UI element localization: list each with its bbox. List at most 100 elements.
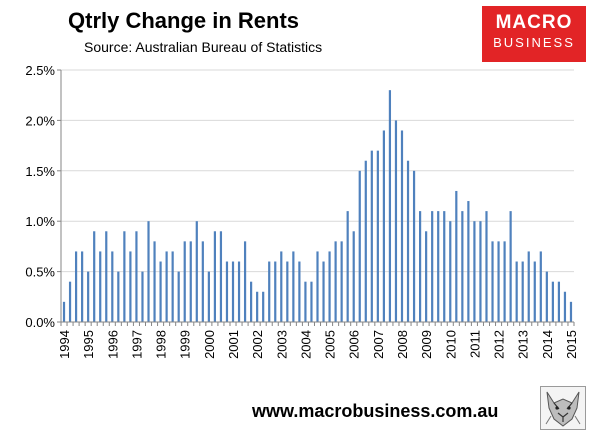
bar (62, 301, 66, 322)
x-tick-label: 2014 (540, 330, 555, 359)
bar (455, 190, 458, 322)
bar (388, 90, 392, 322)
bar (81, 251, 84, 322)
bar (334, 241, 337, 322)
bar (225, 261, 229, 322)
bar (364, 160, 367, 322)
bar (539, 251, 542, 322)
x-tick-label: 2002 (250, 330, 265, 359)
bar (99, 251, 102, 322)
bar (268, 261, 271, 322)
wolf-mascot-icon (540, 386, 586, 430)
bar (322, 261, 325, 322)
y-tick-label: 0.5% (25, 265, 55, 280)
bar (310, 281, 313, 322)
y-tick-label: 2.5% (25, 63, 55, 78)
bar (177, 271, 180, 322)
bar (437, 211, 440, 322)
bar (213, 231, 216, 322)
x-tick-label: 1998 (154, 330, 169, 359)
bar (358, 170, 361, 322)
bar (382, 130, 385, 322)
bar (201, 241, 204, 322)
bar (243, 241, 247, 322)
bar (262, 291, 265, 322)
x-tick-label: 1994 (57, 330, 72, 359)
bar (298, 261, 301, 322)
bar (171, 251, 174, 322)
bar (467, 201, 470, 322)
y-tick-label: 1.0% (25, 214, 55, 229)
x-tick-labels: 1994 1995 1996 1997 1998 1999 2000 2001 2002 2003… (57, 330, 579, 359)
bar (68, 281, 72, 322)
bar (256, 291, 259, 322)
x-tick-label: 1995 (81, 330, 96, 359)
bar (431, 211, 434, 322)
bar (105, 231, 108, 322)
bar (412, 170, 416, 322)
x-tick-label: 1996 (105, 330, 120, 359)
bar (515, 261, 518, 322)
bar (545, 271, 548, 322)
x-tick-label: 2005 (323, 330, 338, 359)
bar (165, 251, 168, 322)
bar (237, 261, 241, 322)
bar (400, 130, 404, 322)
bar (376, 150, 379, 322)
x-tick-label: 2009 (419, 330, 434, 359)
bar (533, 261, 536, 322)
y-tick-labels: 0.0% 0.5% 1.0% 1.5% 2.0% 2.5% (25, 63, 55, 330)
bar (111, 251, 114, 322)
bar (370, 150, 373, 322)
chart-title: Qtrly Change in Rents (68, 8, 300, 33)
x-tick-label: 1997 (129, 330, 144, 359)
bar (509, 211, 512, 322)
macrobusiness-logo: MACRO BUSINESS (482, 6, 586, 62)
x-tick-label: 2011 (467, 330, 482, 358)
x-tick-label: 2001 (226, 330, 241, 359)
y-tick-label: 0.0% (25, 315, 55, 330)
bar (491, 241, 494, 322)
bar (461, 211, 464, 322)
bar (286, 261, 289, 322)
grid-lines (61, 69, 574, 273)
bar (304, 281, 307, 322)
bar (250, 281, 253, 322)
bar (231, 261, 235, 322)
bar (449, 221, 452, 322)
x-tick-label: 1999 (178, 330, 193, 359)
bar (274, 261, 277, 322)
bar (346, 211, 349, 322)
bar (443, 211, 446, 322)
bar (563, 291, 567, 322)
bar (129, 251, 132, 322)
bar (292, 251, 295, 322)
bar (557, 281, 561, 322)
bar (497, 241, 500, 322)
bar (479, 221, 482, 322)
bar (419, 211, 422, 322)
bars (62, 90, 573, 323)
bar (183, 241, 186, 322)
bar (527, 251, 530, 322)
x-tick-label: 2004 (298, 330, 313, 359)
x-tick-label: 2006 (347, 330, 362, 359)
axes (57, 69, 575, 326)
x-tick-label: 2015 (564, 330, 579, 359)
chart-subtitle: Source: Australian Bureau of Statistics (84, 39, 323, 55)
y-tick-label: 1.5% (25, 164, 55, 179)
x-tick-label: 2008 (395, 330, 410, 359)
x-tick-label: 2003 (274, 330, 289, 359)
bar (123, 231, 126, 322)
bar (93, 231, 96, 322)
bar (159, 261, 162, 322)
bar (352, 231, 355, 322)
bar (207, 271, 210, 322)
logo-line-business: BUSINESS (493, 35, 575, 50)
x-tick-label: 2007 (371, 330, 386, 359)
bar (316, 251, 319, 322)
bar (87, 271, 90, 322)
bar (189, 241, 192, 322)
x-tick-label: 2010 (443, 330, 458, 359)
x-tick-label: 2012 (492, 330, 507, 359)
